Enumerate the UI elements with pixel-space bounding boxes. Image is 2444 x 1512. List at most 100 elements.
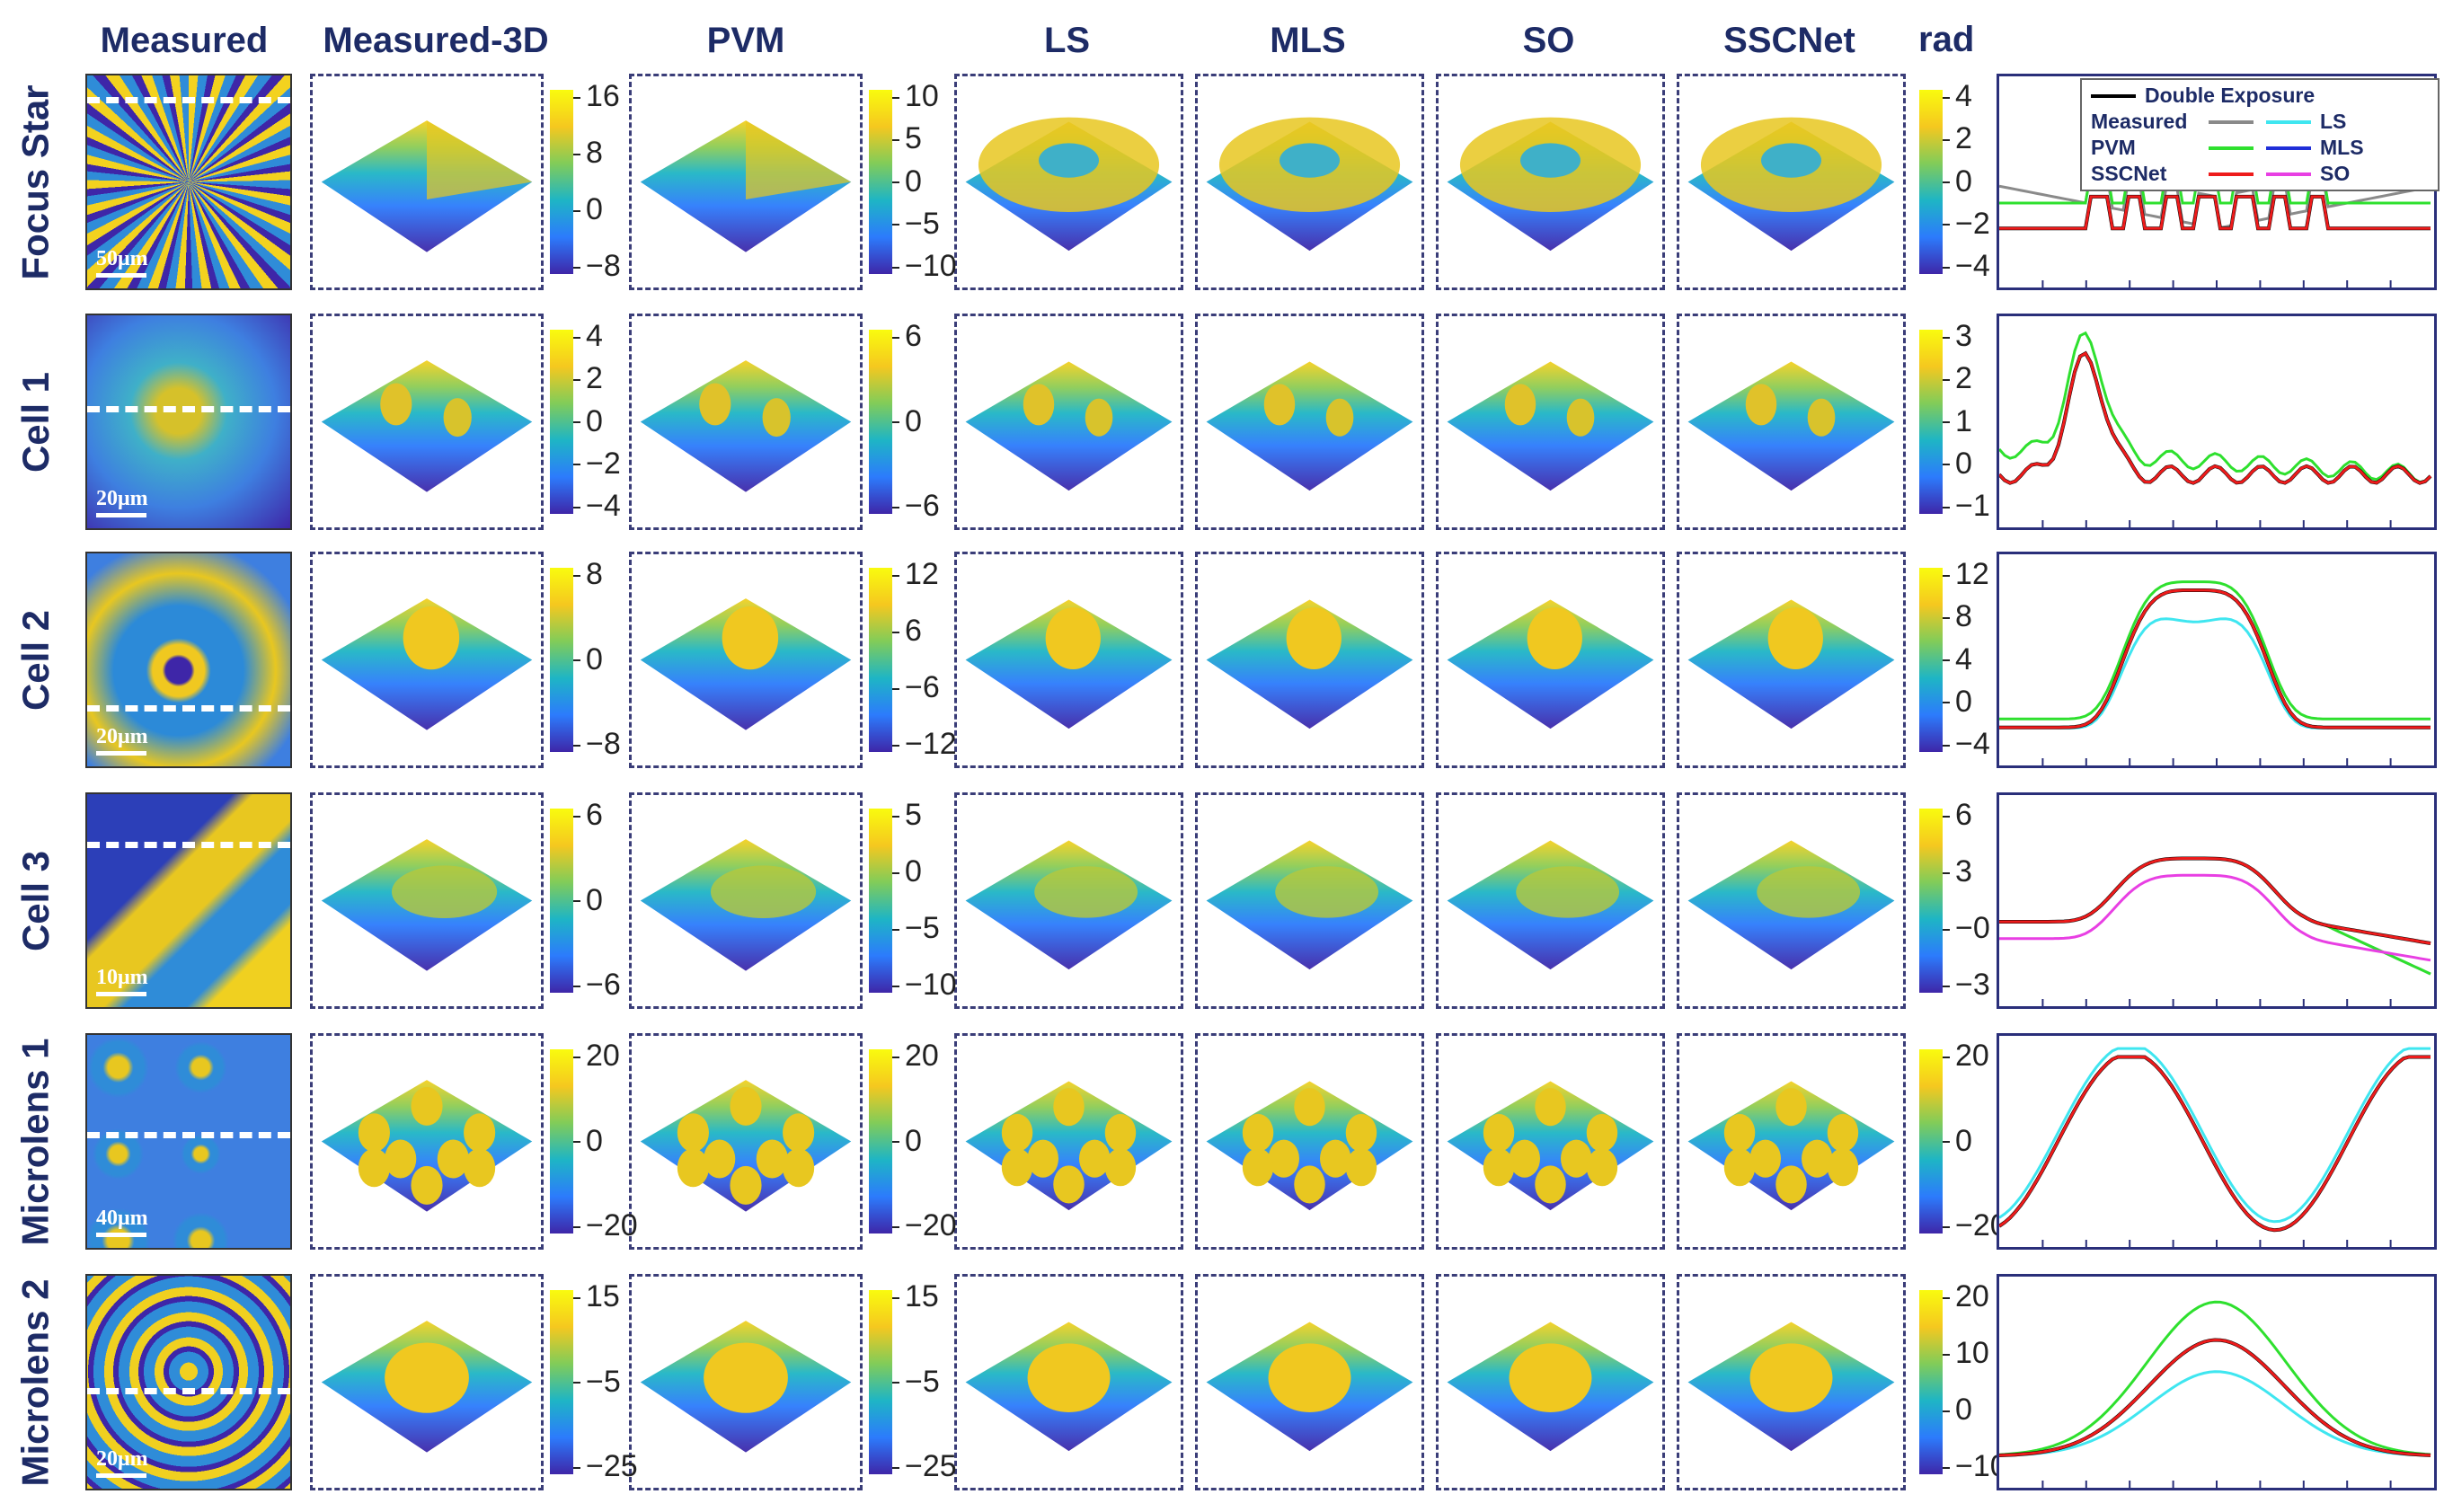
mls-surface-panel: [1195, 74, 1424, 290]
colorbar-tick-label: −5: [892, 911, 940, 945]
ls-surface-panel: [954, 552, 1183, 768]
mls-surface: [1206, 361, 1413, 491]
scale-bar-line: [96, 513, 146, 517]
colorbar-tick-label: −25: [573, 1449, 638, 1483]
header-mls: MLS: [1270, 20, 1346, 60]
colorbar-tick-label: 12: [1943, 557, 1989, 591]
colorbar-tick-label: −5: [892, 1364, 940, 1399]
sscnet-surface: [1687, 599, 1895, 729]
scale-bar-line: [96, 273, 146, 278]
colorbar-tick-label: 15: [573, 1279, 620, 1313]
pvm-surface: [640, 598, 852, 730]
colorbar-tick-label: 20: [1943, 1039, 1989, 1073]
colorbar-tick-label: 8: [1943, 599, 1972, 634]
ls-surface-panel: [954, 1274, 1183, 1490]
colorbar-tick-label: 6: [1943, 798, 1972, 832]
scale-bar: 50μm: [96, 247, 148, 278]
colorbar: [550, 330, 573, 514]
legend-item: MLS: [2266, 136, 2429, 160]
profile-line: [87, 705, 290, 712]
profile-series: [1999, 580, 2431, 721]
colorbar-tick-label: 15: [892, 1279, 939, 1313]
ls-surface-panel: [954, 74, 1183, 290]
colorbar-tick-label: 0: [573, 882, 603, 917]
mls-surface: [1206, 840, 1413, 970]
colorbar-tick-label: −2: [573, 446, 621, 481]
colorbar-tick-label: 20: [573, 1039, 620, 1073]
scale-bar-label: 10μm: [96, 966, 148, 989]
colorbar-tick-label: 0: [1943, 684, 1972, 719]
profile-line: [87, 97, 290, 103]
ls-surface: [965, 117, 1173, 252]
mls-surface: [1206, 1322, 1413, 1452]
so-surface: [1447, 599, 1654, 729]
colorbar: [869, 1290, 892, 1474]
colorbar-tick-label: 0: [892, 1123, 922, 1158]
profile-series: [1999, 873, 2431, 962]
line-profile-plot: Double Exposure Measured LS PVM MLS SSCNet SO: [1997, 74, 2440, 290]
line-profile-curves: [1999, 856, 2431, 1006]
profile-series: [1999, 857, 2431, 945]
measured-phase-image: 10μm: [85, 792, 292, 1009]
so-surface-panel: [1436, 314, 1665, 530]
legend-swatch: [2209, 172, 2254, 176]
colorbar-tick-label: −20: [892, 1208, 957, 1242]
mls-surface-panel: [1195, 552, 1424, 768]
colorbar-tick-label: 0: [1943, 164, 1972, 199]
colorbar: [1919, 568, 1943, 752]
measured-3d-surface-panel: [310, 74, 544, 290]
row-label-text: Microlens 1: [14, 1037, 57, 1246]
pvm-surface-panel: [629, 552, 863, 768]
legend-item: PVM: [2091, 136, 2254, 160]
mls-surface-panel: [1195, 1274, 1424, 1490]
legend-swatch: [2266, 172, 2311, 176]
scale-bar-line: [96, 992, 146, 996]
measured-3d-surface: [321, 839, 533, 971]
colorbar-tick-label: 0: [1943, 1123, 1972, 1158]
legend-label: MLS: [2320, 136, 2364, 159]
scale-bar-line: [96, 751, 146, 756]
sscnet-surface-panel: [1677, 1274, 1906, 1490]
colorbar: [1919, 809, 1943, 993]
header-so: SO: [1522, 20, 1575, 60]
colorbar-tick-label: 8: [573, 136, 603, 170]
measured-3d-surface-panel: [310, 552, 544, 768]
sscnet-surface-panel: [1677, 1033, 1906, 1250]
colorbar: [1919, 330, 1943, 514]
colorbar-tick-label: 0: [573, 641, 603, 676]
legend-swatch: [2266, 146, 2311, 150]
colorbar-tick-label: −6: [892, 489, 940, 523]
scale-bar-label: 20μm: [96, 725, 148, 748]
unit-label: rad: [1918, 20, 1975, 59]
profile-series: [1999, 617, 2431, 729]
colorbar-tick-label: 0: [892, 403, 922, 438]
scale-bar-label: 20μm: [96, 1447, 148, 1471]
colorbar-tick-label: 0: [1943, 1393, 1972, 1427]
colorbar-tick-label: 10: [1943, 1336, 1989, 1370]
colorbar-tick-label: 2: [1943, 121, 1972, 156]
profile-series: [1999, 588, 2431, 729]
colorbar-tick-label: −10: [892, 249, 957, 283]
colorbar: [550, 568, 573, 752]
colorbar: [1919, 90, 1943, 274]
row-label: Focus Star: [0, 72, 72, 292]
scale-bar-line: [96, 1233, 146, 1237]
colorbar-tick-label: −3: [1943, 968, 1990, 1002]
line-profile-curves: [1999, 580, 2431, 765]
profile-series: [1997, 1055, 2431, 1233]
ls-surface: [965, 840, 1173, 970]
colorbar: [869, 568, 892, 752]
measured-3d-surface-panel: [310, 314, 544, 530]
colorbar-tick-label: 0: [892, 854, 922, 889]
measured-3d-surface-panel: [310, 792, 544, 1009]
colorbar-tick-label: −4: [1943, 249, 1990, 283]
profile-series: [1998, 1338, 2431, 1457]
colorbar-tick-label: −12: [892, 727, 957, 761]
row-label-text: Cell 1: [14, 371, 57, 473]
legend-label: LS: [2320, 110, 2347, 133]
scale-bar-label: 20μm: [96, 487, 148, 510]
pvm-surface: [640, 360, 852, 492]
header-measured: Measured: [100, 20, 269, 60]
so-surface-panel: [1436, 1274, 1665, 1490]
colorbar-tick-label: −8: [573, 727, 621, 761]
